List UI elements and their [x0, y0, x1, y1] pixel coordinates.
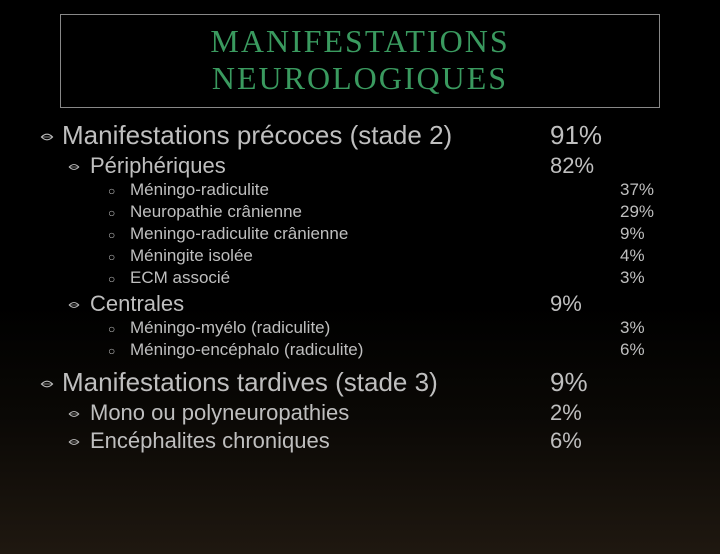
leaf-icon: [40, 377, 62, 391]
sub-label: Encéphalites chroniques: [90, 428, 550, 454]
title-line-1: MANIFESTATIONS: [210, 23, 509, 59]
item-pct: 3%: [620, 267, 680, 289]
item-label: Méningite isolée: [130, 245, 550, 267]
page-title: MANIFESTATIONS NEUROLOGIQUES: [71, 23, 649, 97]
leaf-icon: [68, 157, 90, 178]
circle-bullet-icon: ○: [108, 206, 130, 222]
sub-label: Centrales: [90, 291, 550, 317]
item-label: Méningo-encéphalo (radiculite): [130, 339, 550, 361]
sub-label: Périphériques: [90, 153, 550, 179]
item-row: ○ Méningo-encéphalo (radiculite) 6%: [40, 339, 680, 361]
item-label: Neuropathie crânienne: [130, 201, 550, 223]
item-pct: 3%: [620, 317, 680, 339]
title-line-2: NEUROLOGIQUES: [212, 60, 508, 96]
item-row: ○ Meningo-radiculite crânienne 9%: [40, 223, 680, 245]
circle-bullet-icon: ○: [108, 184, 130, 200]
item-row: ○ Méningite isolée 4%: [40, 245, 680, 267]
sub-pct: 9%: [550, 291, 620, 317]
item-pct: 6%: [620, 339, 680, 361]
item-pct: 9%: [620, 223, 680, 245]
leaf-icon: [68, 404, 90, 425]
item-pct: 37%: [620, 179, 680, 201]
section-row: Manifestations précoces (stade 2) 91%: [40, 120, 680, 151]
item-label: Méningo-myélo (radiculite): [130, 317, 550, 339]
item-label: Meningo-radiculite crânienne: [130, 223, 550, 245]
item-label: Méningo-radiculite: [130, 179, 550, 201]
leaf-icon: [68, 432, 90, 453]
item-label: ECM associé: [130, 267, 550, 289]
sub-row: Centrales 9%: [40, 291, 680, 317]
title-container: MANIFESTATIONS NEUROLOGIQUES: [60, 14, 660, 108]
item-row: ○ ECM associé 3%: [40, 267, 680, 289]
sub-pct: 82%: [550, 153, 620, 179]
sub-row: Mono ou polyneuropathies 2%: [40, 400, 680, 426]
item-pct: 4%: [620, 245, 680, 267]
item-row: ○ Neuropathie crânienne 29%: [40, 201, 680, 223]
circle-bullet-icon: ○: [108, 272, 130, 288]
sub-row: Périphériques 82%: [40, 153, 680, 179]
section-row: Manifestations tardives (stade 3) 9%: [40, 367, 680, 398]
content-area: Manifestations précoces (stade 2) 91% Pé…: [0, 120, 720, 455]
sub-label: Mono ou polyneuropathies: [90, 400, 550, 426]
item-row: ○ Méningo-radiculite 37%: [40, 179, 680, 201]
item-row: ○ Méningo-myélo (radiculite) 3%: [40, 317, 680, 339]
circle-bullet-icon: ○: [108, 322, 130, 338]
circle-bullet-icon: ○: [108, 344, 130, 360]
sub-pct: 6%: [550, 428, 620, 454]
circle-bullet-icon: ○: [108, 228, 130, 244]
section-pct: 91%: [550, 120, 620, 151]
sub-row: Encéphalites chroniques 6%: [40, 428, 680, 454]
leaf-icon: [40, 130, 62, 144]
circle-bullet-icon: ○: [108, 250, 130, 266]
leaf-icon: [68, 295, 90, 316]
sub-pct: 2%: [550, 400, 620, 426]
item-pct: 29%: [620, 201, 680, 223]
section-pct: 9%: [550, 367, 620, 398]
section-label: Manifestations tardives (stade 3): [62, 367, 550, 398]
section-label: Manifestations précoces (stade 2): [62, 120, 550, 151]
